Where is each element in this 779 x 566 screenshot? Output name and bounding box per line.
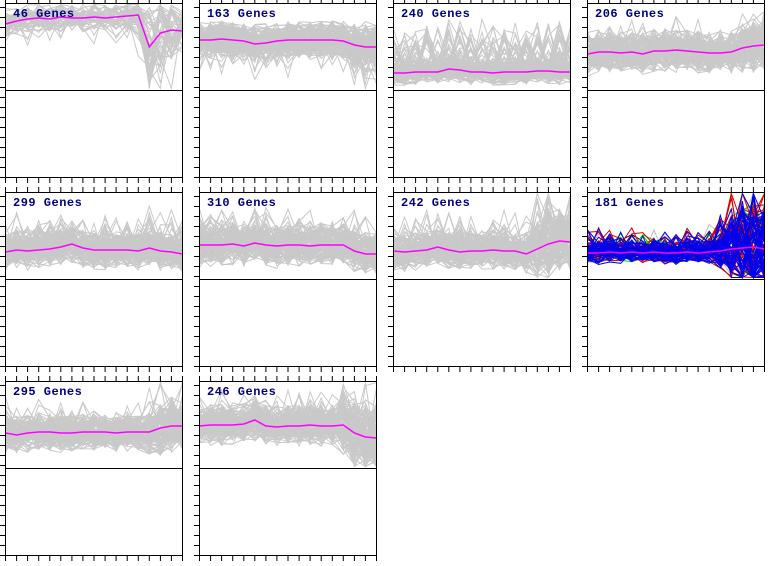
cluster-plot [194,0,377,183]
cluster-panel-4: 206 Genes [582,0,765,183]
cluster-panel-8: 181 Genes [582,187,765,372]
cluster-plot [388,187,571,372]
cluster-plot [582,187,765,372]
cluster-plot [0,0,183,183]
cluster-plot [194,376,377,561]
cluster-plot [582,0,765,183]
cluster-panel-5: 299 Genes [0,187,183,372]
cluster-grid: 46 Genes 163 Genes 240 Genes 206 Genes 2… [0,0,765,561]
cluster-plot [0,376,183,561]
cluster-panel-2: 163 Genes [194,0,377,183]
cluster-plot [0,187,183,372]
cluster-plot [388,0,571,183]
cluster-panel-6: 310 Genes [194,187,377,372]
cluster-panel-10: 246 Genes [194,376,377,561]
cluster-panel-1: 46 Genes [0,0,183,183]
cluster-panel-9: 295 Genes [0,376,183,561]
cluster-panel-7: 242 Genes [388,187,571,372]
cluster-plot [194,187,377,372]
cluster-panel-3: 240 Genes [388,0,571,183]
